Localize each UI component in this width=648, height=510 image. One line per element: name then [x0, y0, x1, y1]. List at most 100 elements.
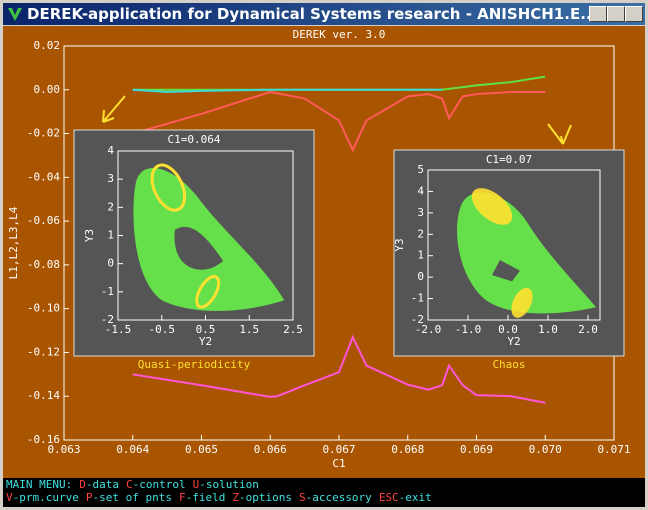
inset-caption: Chaos [492, 358, 525, 371]
attractor-cloud [133, 168, 285, 311]
x-tick-label: 0.065 [185, 443, 218, 456]
chart: DEREK ver. 3.0 0.063 0.064 0.065 0.066 0.067 0… [3, 26, 645, 478]
x-tick-label: 0.069 [460, 443, 493, 456]
x-tick-label: 1.0 [538, 323, 558, 336]
y-tick-label: -0.16 [27, 433, 60, 446]
menu-item[interactable]: P-set of pnts [86, 491, 172, 504]
y-tick-label: -0.08 [27, 258, 60, 271]
x-tick-label: 0.071 [597, 443, 630, 456]
y-tick-label: 1 [417, 249, 424, 262]
x-axis-label: Y2 [507, 335, 520, 348]
x-tick-label: -1.5 [105, 323, 132, 336]
menu-item[interactable]: U-solution [193, 478, 259, 491]
x-axis-label: Y2 [199, 335, 212, 348]
minimize-button[interactable] [589, 6, 607, 22]
menu-text: -solution [199, 478, 259, 491]
menu-line: V-prm.curve P-set of pnts F-field Z-options… [6, 491, 645, 504]
y-tick-label: 4 [107, 144, 114, 157]
menu-key: ESC [378, 491, 399, 504]
window-title: DEREK-application for Dynamical Systems … [27, 5, 598, 23]
x-tick-label: 1.5 [239, 323, 259, 336]
title-bar: DEREK-application for Dynamical Systems … [3, 3, 645, 25]
inset-title: C1=0.07 [486, 153, 532, 166]
menu-text: -options [238, 491, 292, 504]
y-axis-label: L1,L2,L3,L4 [7, 206, 20, 279]
y-axis-label: Y3 [83, 229, 96, 242]
menu-item[interactable]: V-prm.curve [6, 491, 79, 504]
data-line [132, 334, 546, 404]
menu-key: V [6, 491, 13, 504]
y-tick-label: -1 [411, 292, 424, 305]
menu-item[interactable]: S-accessory [299, 491, 372, 504]
menu-key: C [125, 478, 133, 491]
menu-item[interactable]: D-data [79, 478, 119, 491]
x-tick-label: 0.063 [47, 443, 80, 456]
menu-key: P [85, 491, 93, 504]
y-tick-label: -0.10 [27, 302, 60, 315]
x-tick-label: -0.5 [149, 323, 176, 336]
y-axis-label: Y3 [393, 238, 406, 251]
chart-title: DEREK ver. 3.0 [293, 28, 386, 41]
y-tick-label: 0 [417, 270, 424, 283]
y-tick-label: 0.00 [34, 83, 61, 96]
menu-key: F [178, 491, 186, 504]
inset-caption: Quasi-periodicity [138, 358, 251, 371]
menu-text: -set of pnts [92, 491, 172, 504]
data-line [132, 88, 443, 93]
yellow-loop [195, 275, 221, 309]
x-tick-label: 0.068 [391, 443, 424, 456]
y-tick-label: 5 [417, 163, 424, 176]
x-axis-label: C1 [332, 457, 345, 470]
x-tick-label: 0.066 [254, 443, 287, 456]
attractor-hole [492, 260, 520, 282]
inset-title: C1=0.064 [168, 133, 221, 146]
x-tick-label: -2.0 [415, 323, 442, 336]
yellow-cloud [511, 287, 533, 318]
main-menu: MAIN MENU: D-data C-control U-solution V-pr… [3, 478, 645, 507]
y-tick-label: 2 [107, 200, 114, 213]
menu-text: -field [185, 491, 226, 504]
menu-key: D [79, 478, 86, 491]
attractor-cloud [457, 192, 596, 314]
y-tick-label: -0.14 [27, 389, 60, 402]
attractor [133, 163, 285, 311]
menu-text: -control [132, 478, 186, 491]
y-tick-label: 4 [417, 184, 424, 197]
y-tick-label: -2 [411, 313, 424, 326]
yellow-loop [150, 163, 187, 212]
x-tick-label: 0.5 [196, 323, 216, 336]
menu-label: MAIN MENU: [6, 478, 73, 491]
x-tick-label: -1.0 [455, 323, 482, 336]
x-tick-label: 0.070 [529, 443, 562, 456]
menu-text: -data [85, 478, 119, 491]
menu-text: -accessory [305, 491, 372, 504]
y-tick-label: 3 [417, 206, 424, 219]
x-tick-label: 0.067 [322, 443, 355, 456]
maximize-button[interactable] [607, 6, 625, 22]
menu-item[interactable]: ESC-exit [379, 491, 432, 504]
yellow-cloud [471, 188, 513, 225]
menu-item[interactable]: C-control [126, 478, 186, 491]
y-tick-label: 1 [107, 229, 114, 242]
app-icon [8, 8, 22, 21]
y-tick-label: -0.06 [27, 214, 60, 227]
menu-key: S [298, 491, 306, 504]
y-tick-label: 3 [107, 172, 114, 185]
arrow [547, 123, 572, 145]
inset-panel [73, 129, 315, 357]
data-line [132, 90, 546, 153]
y-tick-label: -0.12 [27, 345, 60, 358]
menu-line: MAIN MENU: D-data C-control U-solution [6, 478, 645, 491]
x-tick-label: 2.0 [578, 323, 598, 336]
x-tick-label: 0.0 [498, 323, 518, 336]
plot-frame [427, 169, 601, 321]
y-tick-label: -2 [101, 313, 114, 326]
menu-key: U [192, 478, 200, 491]
menu-text: -exit [398, 491, 432, 504]
y-tick-label: 0.02 [34, 39, 61, 52]
menu-item[interactable]: Z-options [232, 491, 292, 504]
x-tick-label: 0.064 [116, 443, 149, 456]
menu-item[interactable]: F-field [179, 491, 225, 504]
close-button[interactable] [625, 6, 643, 22]
